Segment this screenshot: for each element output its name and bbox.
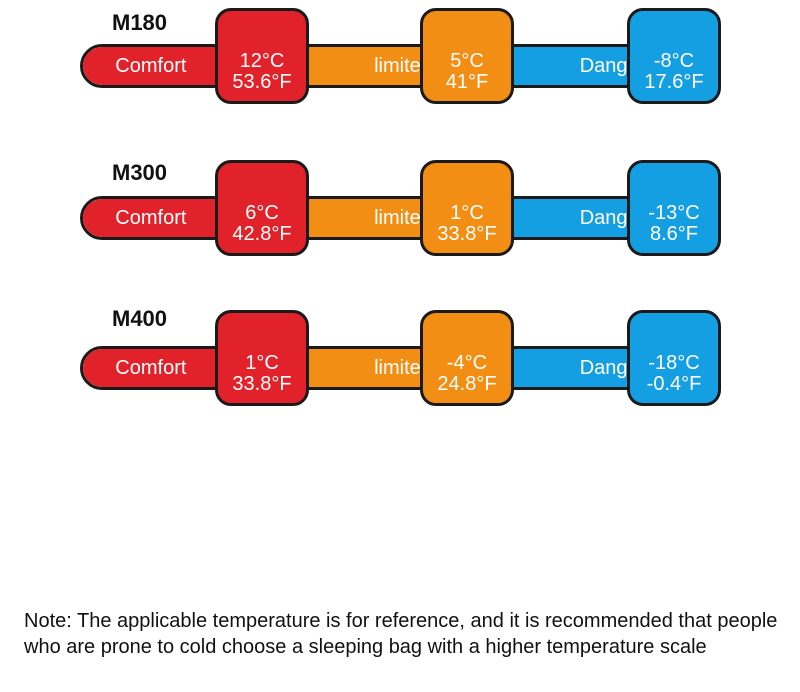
danger-temp-f: 17.6°F [644,71,704,93]
comfort-temp-f: 33.8°F [232,373,292,395]
rating-row-m180: M180 Comfort limited Danger 12°C 53.6°F … [0,8,800,128]
limited-temp-f: 41°F [445,71,489,93]
limited-temp-f: 24.8°F [437,373,497,395]
model-label: M400 [112,306,168,331]
limited-temp-tab: 1°C 33.8°F [420,160,514,256]
comfort-temp-c: 6°C [245,202,279,224]
limited-temp-tab: -4°C 24.8°F [420,310,514,406]
limited-temp-f: 33.8°F [437,223,497,245]
comfort-temp-tab: 12°C 53.6°F [215,8,309,104]
limited-temp-c: 5°C [450,50,484,72]
temperature-bar: Comfort limited Danger [80,346,720,390]
reference-note: Note: The applicable temperature is for … [24,610,778,658]
danger-temp-f: -0.4°F [646,373,702,395]
comfort-segment: Comfort [83,199,219,237]
danger-temp-tab: -8°C 17.6°F [627,8,721,104]
rating-row-m300: M300 Comfort limited Danger 6°C 42.8°F 1… [0,160,800,280]
limited-temp-c: -4°C [446,352,488,374]
comfort-temp-c: 1°C [245,352,279,374]
model-label: M180 [112,10,168,35]
comfort-temp-f: 53.6°F [232,71,292,93]
temperature-bar: Comfort limited Danger [80,44,720,88]
model-label: M300 [112,160,168,185]
comfort-temp-tab: 1°C 33.8°F [215,310,309,406]
danger-temp-c: -13°C [648,202,700,224]
comfort-segment: Comfort [83,47,219,85]
comfort-temp-f: 42.8°F [232,223,292,245]
danger-temp-tab: -13°C 8.6°F [627,160,721,256]
limited-temp-tab: 5°C 41°F [420,8,514,104]
danger-temp-f: 8.6°F [649,223,699,245]
temperature-bar: Comfort limited Danger [80,196,720,240]
danger-temp-c: -8°C [653,50,695,72]
danger-temp-tab: -18°C -0.4°F [627,310,721,406]
comfort-temp-tab: 6°C 42.8°F [215,160,309,256]
rating-row-m400: M400 Comfort limited Danger 1°C 33.8°F -… [0,306,800,430]
comfort-temp-c: 12°C [239,50,285,72]
comfort-segment: Comfort [83,349,219,387]
limited-temp-c: 1°C [450,202,484,224]
danger-temp-c: -18°C [648,352,700,374]
